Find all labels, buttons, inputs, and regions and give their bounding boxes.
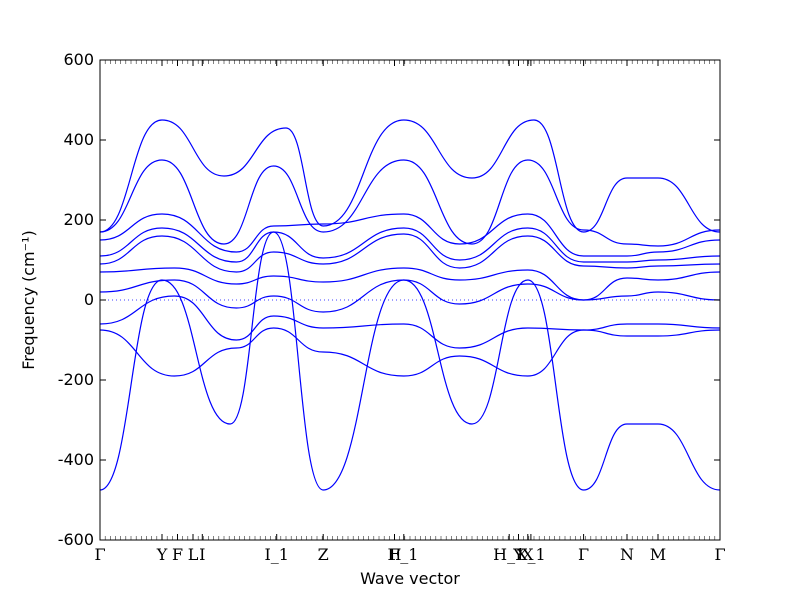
y-axis-title: Frequency (cm⁻¹) [19, 230, 38, 369]
band-line-9 [99, 327, 721, 377]
axes-frame [99, 59, 721, 541]
y-tick-label: -600 [58, 530, 94, 549]
y-tick-label: 400 [63, 130, 94, 149]
x-tick-label: N [620, 545, 634, 564]
x-tick-label: X [522, 545, 534, 564]
x-tick-label: L [188, 545, 199, 564]
x-tick-label: Y [512, 545, 524, 564]
band-line-5 [99, 233, 721, 273]
y-tick-label: 200 [63, 210, 94, 229]
band-line-10 [99, 231, 721, 491]
y-tick-label: 0 [84, 290, 94, 309]
y-axis-ticks: -600 -400 -200 0 200 400 600 [58, 50, 720, 549]
x-tick-label: Y [156, 545, 168, 564]
x-tick-label: Γ [714, 545, 725, 564]
band-line-4 [99, 227, 721, 263]
x-tick-label: H [388, 545, 402, 564]
x-tick-label: I [199, 545, 205, 564]
y-tick-label: 600 [63, 50, 94, 69]
band-line-6 [99, 267, 721, 301]
x-tick-label: Γ [94, 545, 105, 564]
band-line-3 [99, 213, 721, 257]
band-line-8 [99, 295, 721, 349]
x-tick-label: I_1 [264, 545, 289, 564]
x-tick-label: F [172, 545, 183, 564]
x-tick-label: Γ [578, 545, 589, 564]
x-tick-label: Z [318, 545, 329, 564]
x-tick-label: H_1 [493, 545, 525, 564]
x-tick-label: M [650, 545, 666, 564]
band-line-2 [99, 159, 721, 247]
plot-area [99, 119, 721, 491]
y-tick-label: -400 [58, 450, 94, 469]
band-line-1 [99, 119, 721, 233]
y-tick-label: -200 [58, 370, 94, 389]
x-tick-label: X_1 [516, 545, 546, 564]
x-tick-label: F_1 [389, 545, 418, 564]
band-line-7 [99, 279, 721, 313]
x-axis-title: Wave vector [360, 569, 460, 588]
